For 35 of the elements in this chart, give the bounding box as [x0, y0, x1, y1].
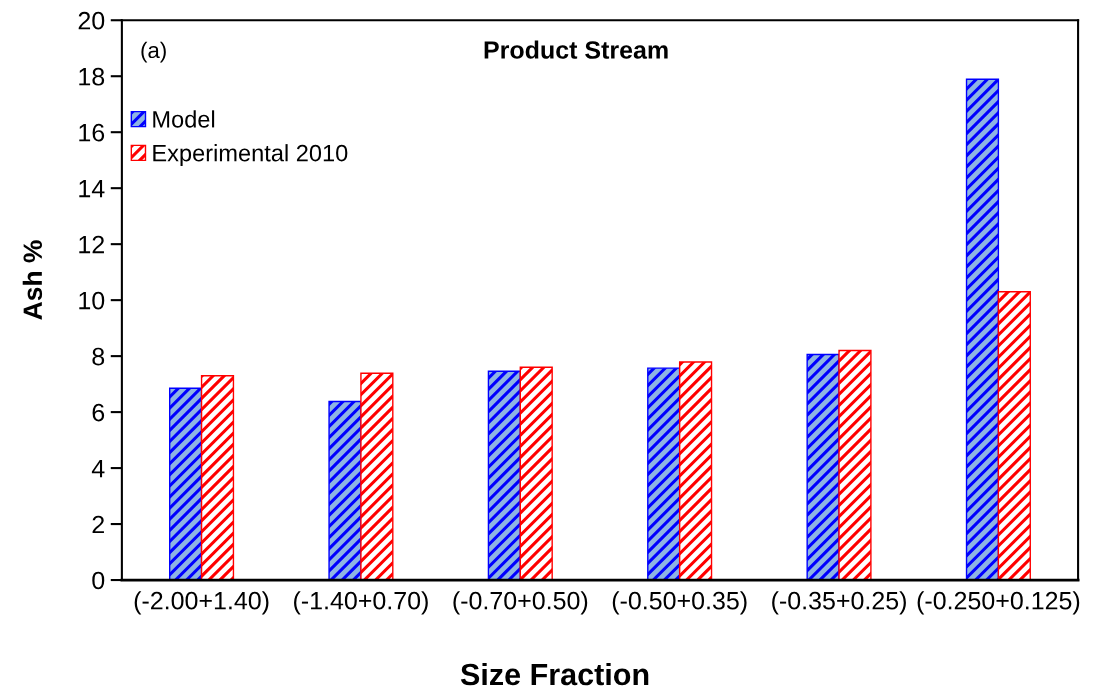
y-tick-label: 12: [79, 235, 104, 254]
bar: [647, 367, 681, 581]
y-tick-label: 6: [92, 403, 105, 422]
x-tick-label: (-0.35+0.25): [772, 591, 906, 615]
legend-label: Experimental 2010: [153, 144, 348, 167]
x-tick-label: (-0.50+0.35): [612, 591, 747, 615]
y-axis-title: Ash %: [22, 240, 43, 320]
bar: [997, 291, 1031, 581]
x-axis-title: Size Fraction: [460, 662, 649, 686]
y-tick-label: 20: [78, 11, 105, 30]
annotation: (a): [141, 41, 166, 63]
x-tick-label: (-1.40+0.70): [294, 591, 428, 615]
text: Product Stream: [484, 40, 668, 59]
x-tick-label: (-0.70+0.50): [453, 591, 588, 615]
y-tick-label: 14: [79, 180, 105, 198]
bar: [678, 361, 713, 581]
y-tick-label: 8: [92, 347, 105, 366]
bar: [168, 387, 203, 581]
x-tick-label: (-0.250+0.125): [917, 591, 1080, 615]
bar: [806, 353, 840, 581]
y-tick-label: 0: [92, 571, 105, 590]
bar: [328, 400, 362, 581]
legend-label: Model: [153, 110, 215, 128]
y-tick-label: 4: [91, 459, 105, 478]
y-tick-label: 16: [79, 123, 105, 142]
y-tick-label: 2: [92, 515, 104, 534]
bar: [965, 78, 1000, 581]
x-tick-label: (-2.00+1.40): [134, 591, 269, 615]
bar: [838, 349, 872, 581]
bar: [200, 375, 235, 581]
y-tick-label: 18: [79, 67, 105, 86]
bar: [360, 372, 394, 581]
bar: [519, 366, 553, 581]
y-tick-label: 10: [79, 291, 105, 310]
bar: [487, 370, 521, 581]
